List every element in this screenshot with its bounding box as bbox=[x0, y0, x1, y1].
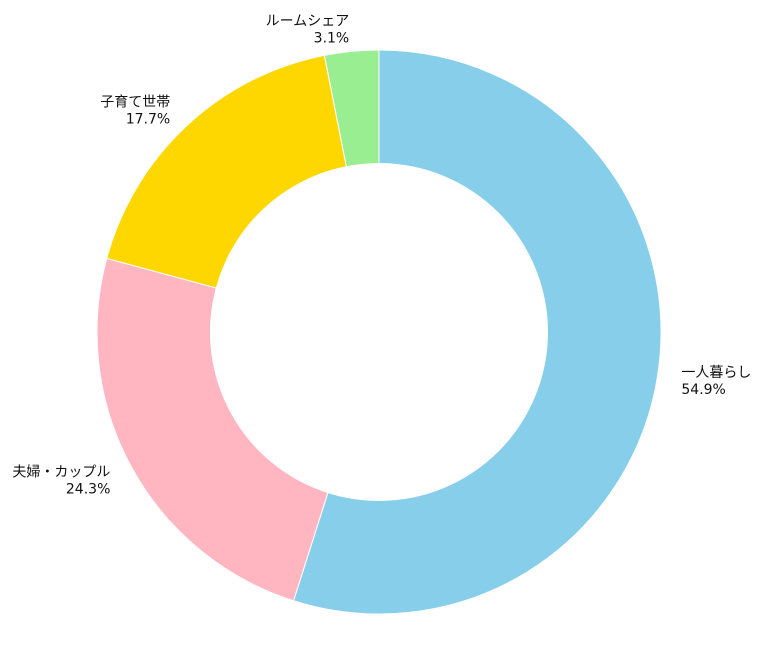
slice-percent-1: 24.3% bbox=[66, 482, 110, 498]
slice-label-0: 一人暮らし bbox=[681, 365, 751, 381]
slice-label-3: ルームシェア bbox=[266, 13, 350, 29]
slice-percent-2: 17.7% bbox=[126, 111, 170, 127]
slice-label-2: 子育て世帯 bbox=[100, 94, 170, 110]
slice-percent-3: 3.1% bbox=[314, 30, 350, 46]
slice-label-1: 夫婦・カップル bbox=[12, 464, 110, 481]
donut-hole bbox=[210, 163, 548, 501]
slice-percent-0: 54.9% bbox=[681, 382, 725, 398]
